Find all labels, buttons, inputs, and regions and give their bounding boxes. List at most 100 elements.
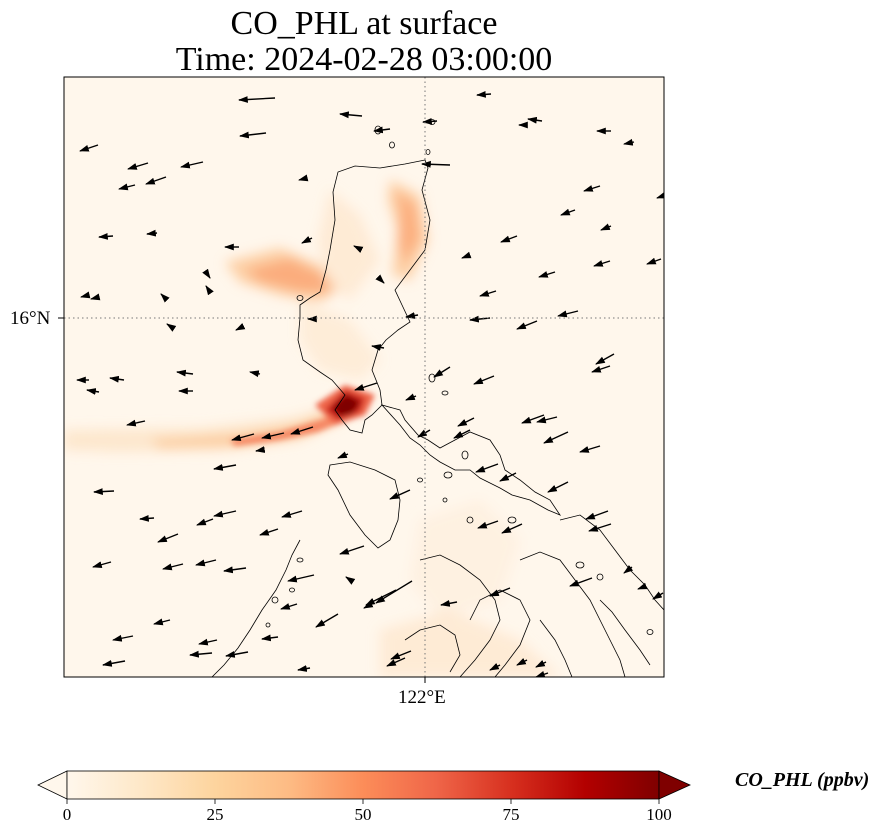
wind-arrow: [527, 116, 543, 124]
wind-arrow: [315, 613, 339, 628]
wind-arrow: [560, 208, 576, 216]
latitude-tick-label: 16°N: [10, 308, 51, 329]
wind-arrow: [145, 176, 167, 185]
wind-arrow: [585, 510, 609, 520]
wind-arrow: [92, 561, 112, 568]
wind-arrow: [477, 520, 499, 529]
wind-arrow: [86, 388, 100, 395]
wind-arrow: [386, 657, 406, 667]
wind-arrow: [569, 577, 593, 587]
wind-arrow: [389, 489, 411, 500]
wind-arrow: [433, 366, 451, 378]
wind-arrow: [475, 463, 499, 473]
wind-arrow: [579, 445, 601, 453]
luzon-coastline: [297, 159, 431, 434]
map-frame: [63, 76, 665, 678]
wind-arrow: [160, 293, 170, 303]
wind-arrow: [287, 574, 315, 583]
wind-arrow: [440, 600, 458, 607]
wind-arrow: [453, 429, 471, 439]
wind-arrow: [353, 245, 364, 254]
wind-arrow: [238, 96, 276, 103]
wind-arrow: [109, 375, 125, 383]
wind-arrow: [501, 523, 523, 534]
wind-arrow: [538, 271, 556, 278]
wind-arrow: [239, 131, 267, 139]
wind-arrow: [500, 235, 518, 243]
wind-arrow: [499, 472, 517, 482]
wind-arrow: [280, 603, 298, 610]
wind-vectors: [76, 90, 664, 677]
wind-arrow: [235, 322, 246, 331]
wind-arrow: [213, 510, 237, 518]
wind-arrow: [371, 344, 385, 351]
wind-arrow: [354, 382, 378, 391]
wind-arrow: [93, 488, 115, 495]
colorbar-tick-25: 25: [206, 805, 224, 824]
wind-arrow: [479, 290, 497, 297]
wind-arrow: [516, 320, 538, 330]
wind-arrow: [249, 370, 261, 378]
wind-arrow: [180, 161, 204, 169]
map-title-line-2: Time: 2024-02-28 03:00:00: [175, 41, 553, 78]
wind-arrow: [595, 353, 615, 365]
wind-arrow: [261, 634, 279, 642]
wind-arrow: [600, 223, 612, 231]
wind-arrow: [489, 587, 511, 597]
wind-arrow: [623, 564, 634, 574]
wind-arrow: [489, 662, 501, 671]
wind-arrow: [139, 514, 155, 522]
visayas-coastline: [419, 514, 664, 677]
wind-arrow: [255, 446, 266, 453]
colorbar-min-extend: [37, 770, 68, 800]
wind-arrow: [339, 111, 363, 119]
palawan-coastline: [211, 539, 301, 677]
wind-arrow: [637, 582, 648, 590]
wind-arrow: [102, 660, 126, 667]
wind-arrow: [166, 323, 177, 332]
map-title-line-1: CO_PHL at surface: [230, 5, 498, 42]
wind-arrow: [176, 369, 194, 377]
wind-arrow: [118, 183, 136, 191]
wind-arrow: [112, 634, 134, 642]
wind-arrow: [281, 510, 303, 518]
wind-arrow: [543, 431, 569, 444]
wind-arrow: [195, 559, 217, 567]
wind-arrow: [231, 433, 255, 441]
wind-arrow: [290, 426, 314, 435]
wind-arrow: [153, 618, 171, 626]
mindoro-coastline: [327, 461, 401, 549]
wind-arrow: [405, 312, 419, 319]
co-concentration-field: [64, 180, 560, 677]
colorbar-tick-50: 50: [354, 805, 372, 824]
panay-negros-coastline: [404, 599, 651, 677]
wind-arrow: [390, 650, 412, 660]
colorbar: [37, 770, 691, 804]
longitude-tick-label: 122°E: [398, 687, 446, 708]
wind-arrow: [421, 160, 451, 168]
wind-arrow: [146, 229, 158, 237]
wind-arrow: [198, 638, 218, 646]
wind-arrow: [223, 566, 247, 574]
wind-arrow: [405, 393, 417, 401]
wind-arrow: [646, 257, 662, 265]
wind-arrow: [345, 576, 356, 585]
wind-arrow: [473, 375, 495, 385]
wind-arrow: [373, 126, 391, 134]
wind-arrow: [196, 518, 214, 526]
wind-arrow: [476, 90, 492, 98]
map-panel: [64, 77, 664, 677]
wind-arrow: [535, 659, 547, 668]
wind-arrow: [516, 657, 528, 666]
wind-arrow: [547, 481, 569, 493]
wind-arrow: [652, 591, 664, 600]
wind-arrow: [202, 268, 211, 279]
wind-arrow: [375, 274, 385, 284]
colorbar-max-extend: [658, 770, 691, 800]
wind-arrow: [557, 310, 579, 318]
wind-arrow: [591, 365, 611, 373]
wind-arrow: [189, 650, 213, 658]
wind-arrow: [225, 651, 249, 658]
wind-arrow: [80, 291, 91, 299]
wind-arrow: [417, 429, 431, 438]
